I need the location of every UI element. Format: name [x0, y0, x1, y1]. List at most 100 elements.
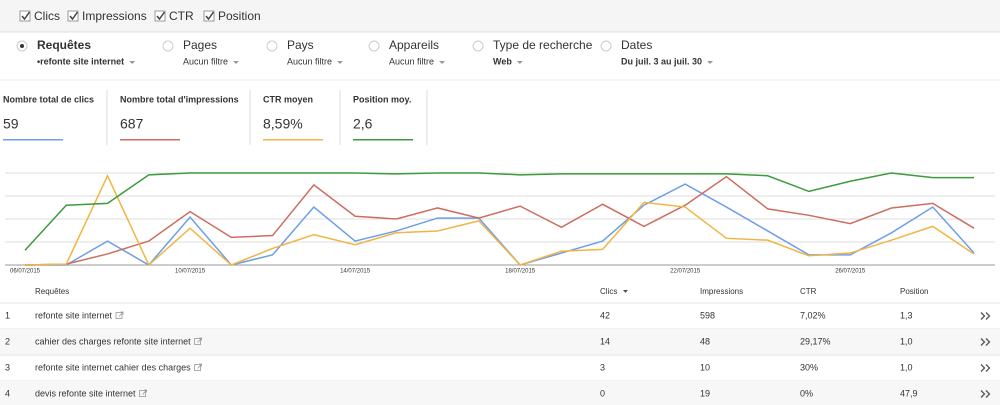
dropdown-arrow	[439, 61, 446, 64]
checkmark	[156, 11, 166, 21]
table-cell: 3	[600, 362, 605, 372]
table-cell: 30%	[800, 362, 818, 372]
metric-value: 687	[120, 116, 144, 132]
series-line	[24, 175, 975, 266]
x-tick-label: 26/07/2015	[835, 269, 866, 275]
table-cell: 1,0	[900, 336, 913, 346]
external-link-arrow	[197, 363, 202, 369]
metric-underline	[3, 139, 63, 141]
checkbox-label[interactable]: CTR	[169, 9, 194, 23]
checkbox-label[interactable]: Impressions	[82, 9, 147, 23]
radio-dot	[20, 44, 24, 48]
x-tick-label: 18/07/2015	[505, 269, 536, 275]
table-cell: 598	[700, 310, 715, 320]
checkbox[interactable]	[154, 10, 166, 22]
table-cell: 42	[600, 310, 610, 320]
table-header[interactable]: CTR	[800, 287, 817, 296]
filter-value[interactable]: Aucun filtre	[183, 56, 228, 66]
checkmark	[21, 11, 31, 21]
table-cell: 1,0	[900, 362, 913, 372]
radio[interactable]	[266, 40, 278, 52]
checkbox[interactable]	[203, 10, 215, 22]
external-link-icon[interactable]	[194, 338, 201, 345]
filter-label[interactable]: Type de recherche	[493, 38, 593, 52]
query-link[interactable]: cahier des charges refonte site internet	[35, 336, 191, 346]
table-cell: 1,3	[900, 310, 913, 320]
filter-value[interactable]: •refonte site internet	[37, 56, 124, 66]
external-link-arrow	[118, 311, 124, 317]
table-cell: 19	[700, 388, 710, 398]
table-cell: 4	[5, 388, 10, 398]
table-cell: 1	[5, 310, 10, 320]
metric-label: Nombre total d'impressions	[120, 94, 239, 104]
table-cell: 47,9	[900, 388, 918, 398]
metric-underline	[263, 139, 323, 141]
series-line	[24, 172, 974, 251]
dropdown-arrow	[129, 61, 136, 64]
series-line	[24, 173, 975, 267]
row-expand[interactable]	[980, 312, 991, 320]
row-bg	[0, 381, 1000, 405]
metric-label: CTR moyen	[263, 94, 313, 104]
table-cell: 14	[600, 336, 610, 346]
radio[interactable]	[162, 40, 174, 52]
metric-label: Nombre total de clics	[3, 94, 94, 104]
radio[interactable]	[368, 40, 380, 52]
table-cell: 10	[700, 362, 710, 372]
toolbar	[0, 0, 1000, 32]
query-link[interactable]: refonte site internet cahier des charges	[35, 362, 191, 372]
external-link-icon[interactable]	[194, 364, 201, 371]
filter-value[interactable]: Web	[493, 56, 512, 66]
external-link-arrow	[142, 389, 147, 395]
filter-value[interactable]: Du juil. 3 au juil. 30	[621, 56, 702, 66]
table-cell: 0%	[800, 388, 813, 398]
row-expand[interactable]	[980, 364, 991, 372]
metric-underline	[120, 139, 180, 141]
checkmark	[205, 11, 215, 21]
query-link[interactable]: refonte site internet	[35, 310, 113, 320]
x-tick-label: 22/07/2015	[670, 269, 701, 275]
metric-value: 59	[3, 116, 19, 132]
metric-value: 2,6	[353, 116, 373, 132]
checkbox[interactable]	[19, 10, 31, 22]
filter-label[interactable]: Dates	[621, 38, 652, 52]
filter-label[interactable]: Appareils	[389, 38, 439, 52]
row-bg	[0, 329, 1000, 355]
filter-label[interactable]: Pages	[183, 38, 217, 52]
row-expand[interactable]	[980, 390, 991, 398]
row-expand[interactable]	[980, 338, 991, 346]
table-cell: 3	[5, 362, 10, 372]
radio[interactable]	[600, 40, 612, 52]
radio[interactable]	[472, 40, 484, 52]
external-link-arrow	[197, 337, 202, 343]
x-tick-label: 10/07/2015	[175, 269, 206, 275]
metric-value: 8,59%	[263, 116, 303, 132]
sort-arrow	[623, 290, 628, 293]
metric-label: Position moy.	[353, 94, 411, 104]
table-header[interactable]: Impressions	[700, 287, 743, 296]
table-header[interactable]: Position	[900, 287, 928, 296]
x-tick-label: 06/07/2015	[10, 269, 41, 275]
query-link[interactable]: devis refonte site internet	[35, 388, 136, 398]
dropdown-arrow	[233, 61, 240, 64]
dropdown-arrow	[337, 61, 344, 64]
dropdown-arrow	[516, 61, 523, 64]
table-cell: 48	[700, 336, 710, 346]
filter-label[interactable]: Pays	[287, 38, 314, 52]
x-tick-label: 14/07/2015	[340, 269, 371, 275]
table-cell: 0	[600, 388, 605, 398]
external-link-icon[interactable]	[115, 312, 123, 319]
table-cell: 2	[5, 336, 10, 346]
table-header[interactable]: Clics	[600, 287, 617, 296]
external-link-icon[interactable]	[139, 390, 146, 397]
filter-value[interactable]: Aucun filtre	[389, 56, 434, 66]
filter-value[interactable]: Aucun filtre	[287, 56, 332, 66]
checkbox-label[interactable]: Position	[218, 9, 261, 23]
checkbox-label[interactable]: Clics	[34, 9, 60, 23]
dropdown-arrow	[707, 61, 714, 64]
table-header: Requêtes	[35, 287, 69, 296]
filter-label[interactable]: Requêtes	[37, 38, 91, 52]
checkbox[interactable]	[67, 10, 79, 22]
